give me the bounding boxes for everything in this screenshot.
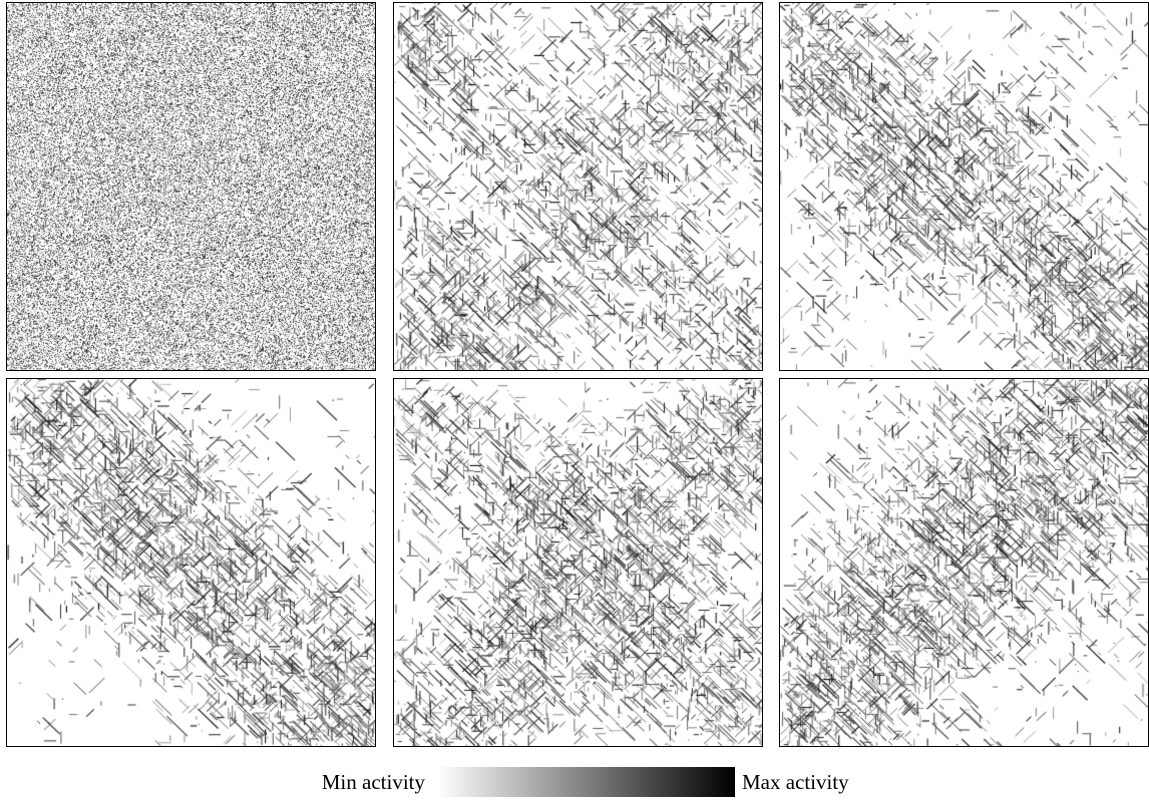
activity-panel-3 — [779, 2, 1149, 371]
activity-canvas-2 — [394, 3, 762, 370]
activity-canvas-5 — [394, 379, 762, 746]
activity-canvas-6 — [780, 379, 1148, 746]
legend-max-label: Max activity — [742, 770, 849, 794]
activity-legend: Min activity Max activity — [0, 767, 1149, 799]
activity-canvas-4 — [7, 379, 375, 746]
activity-canvas-1 — [7, 3, 375, 370]
activity-canvas-3 — [780, 3, 1148, 370]
legend-gradient-bar — [437, 767, 735, 797]
activity-panel-6 — [779, 378, 1149, 747]
activity-panel-5 — [393, 378, 763, 747]
activity-panel-1 — [6, 2, 376, 371]
activity-panel-4 — [6, 378, 376, 747]
activity-panel-2 — [393, 2, 763, 371]
legend-min-label: Min activity — [321, 770, 425, 794]
